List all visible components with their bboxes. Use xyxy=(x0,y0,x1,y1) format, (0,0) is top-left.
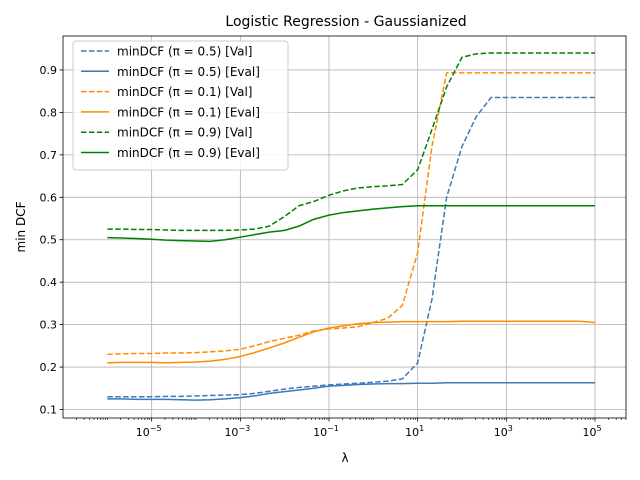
series-line-0 xyxy=(107,96,596,398)
x-tick-exponent: 5 xyxy=(596,424,601,433)
x-tick-label: 10−3 xyxy=(224,424,250,439)
x-tick-exponent: −5 xyxy=(150,424,162,433)
legend-box xyxy=(72,40,289,171)
y-tick-label: 0.9 xyxy=(40,64,58,77)
y-tick-label: 0.4 xyxy=(40,276,58,289)
y-tick-label: 0.2 xyxy=(40,361,58,374)
x-tick-exponent: 3 xyxy=(508,424,513,433)
x-tick-base: 10 xyxy=(224,426,238,439)
y-tick-label: 0.7 xyxy=(40,149,58,162)
series-line-5 xyxy=(107,205,596,243)
x-tick-base: 10 xyxy=(136,426,150,439)
series-line-4 xyxy=(107,52,596,232)
legend: minDCF (π = 0.5) [Val] minDCF (π = 0.5) [… xyxy=(72,40,289,171)
x-tick-label: 10−5 xyxy=(136,424,162,439)
legend-label: minDCF (π = 0.1) [Val] xyxy=(117,85,252,99)
legend-label: minDCF (π = 0.5) [Val] xyxy=(117,45,252,59)
y-tick-label: 0.5 xyxy=(40,234,58,247)
series-line-3 xyxy=(107,320,596,364)
x-tick-label: 105 xyxy=(582,424,601,439)
x-tick-exponent: −1 xyxy=(327,424,339,433)
x-tick-label: 10−1 xyxy=(313,424,339,439)
x-tick-exponent: 1 xyxy=(419,424,424,433)
x-tick-base: 10 xyxy=(582,426,596,439)
y-tick-label: 0.3 xyxy=(40,319,58,332)
x-axis-label: λ xyxy=(341,451,348,465)
y-axis-label: min DCF xyxy=(14,201,28,252)
y-tick-label: 0.8 xyxy=(40,106,58,119)
legend-label: minDCF (π = 0.5) [Eval] xyxy=(117,65,260,79)
y-tick-label: 0.6 xyxy=(40,191,58,204)
chart-title: Logistic Regression - Gaussianized xyxy=(225,14,466,30)
x-tick-label: 101 xyxy=(405,424,424,439)
x-tick-base: 10 xyxy=(494,426,508,439)
axes-frame xyxy=(62,35,627,419)
series-line-1 xyxy=(107,382,596,401)
x-tick-base: 10 xyxy=(405,426,419,439)
x-tick-label: 103 xyxy=(494,424,513,439)
x-tick-exponent: −3 xyxy=(238,424,250,433)
legend-label: minDCF (π = 0.9) [Eval] xyxy=(117,146,260,160)
axis-ticks: 10−5 10−3 10−1 101 103 1050.10.20.30.40.50.60… xyxy=(40,64,627,439)
legend-label: minDCF (π = 0.1) [Eval] xyxy=(117,105,260,119)
series-line-2 xyxy=(107,72,596,356)
series-lines xyxy=(107,52,596,401)
x-tick-base: 10 xyxy=(313,426,327,439)
y-tick-label: 0.1 xyxy=(40,404,58,417)
legend-label: minDCF (π = 0.9) [Val] xyxy=(117,126,252,140)
